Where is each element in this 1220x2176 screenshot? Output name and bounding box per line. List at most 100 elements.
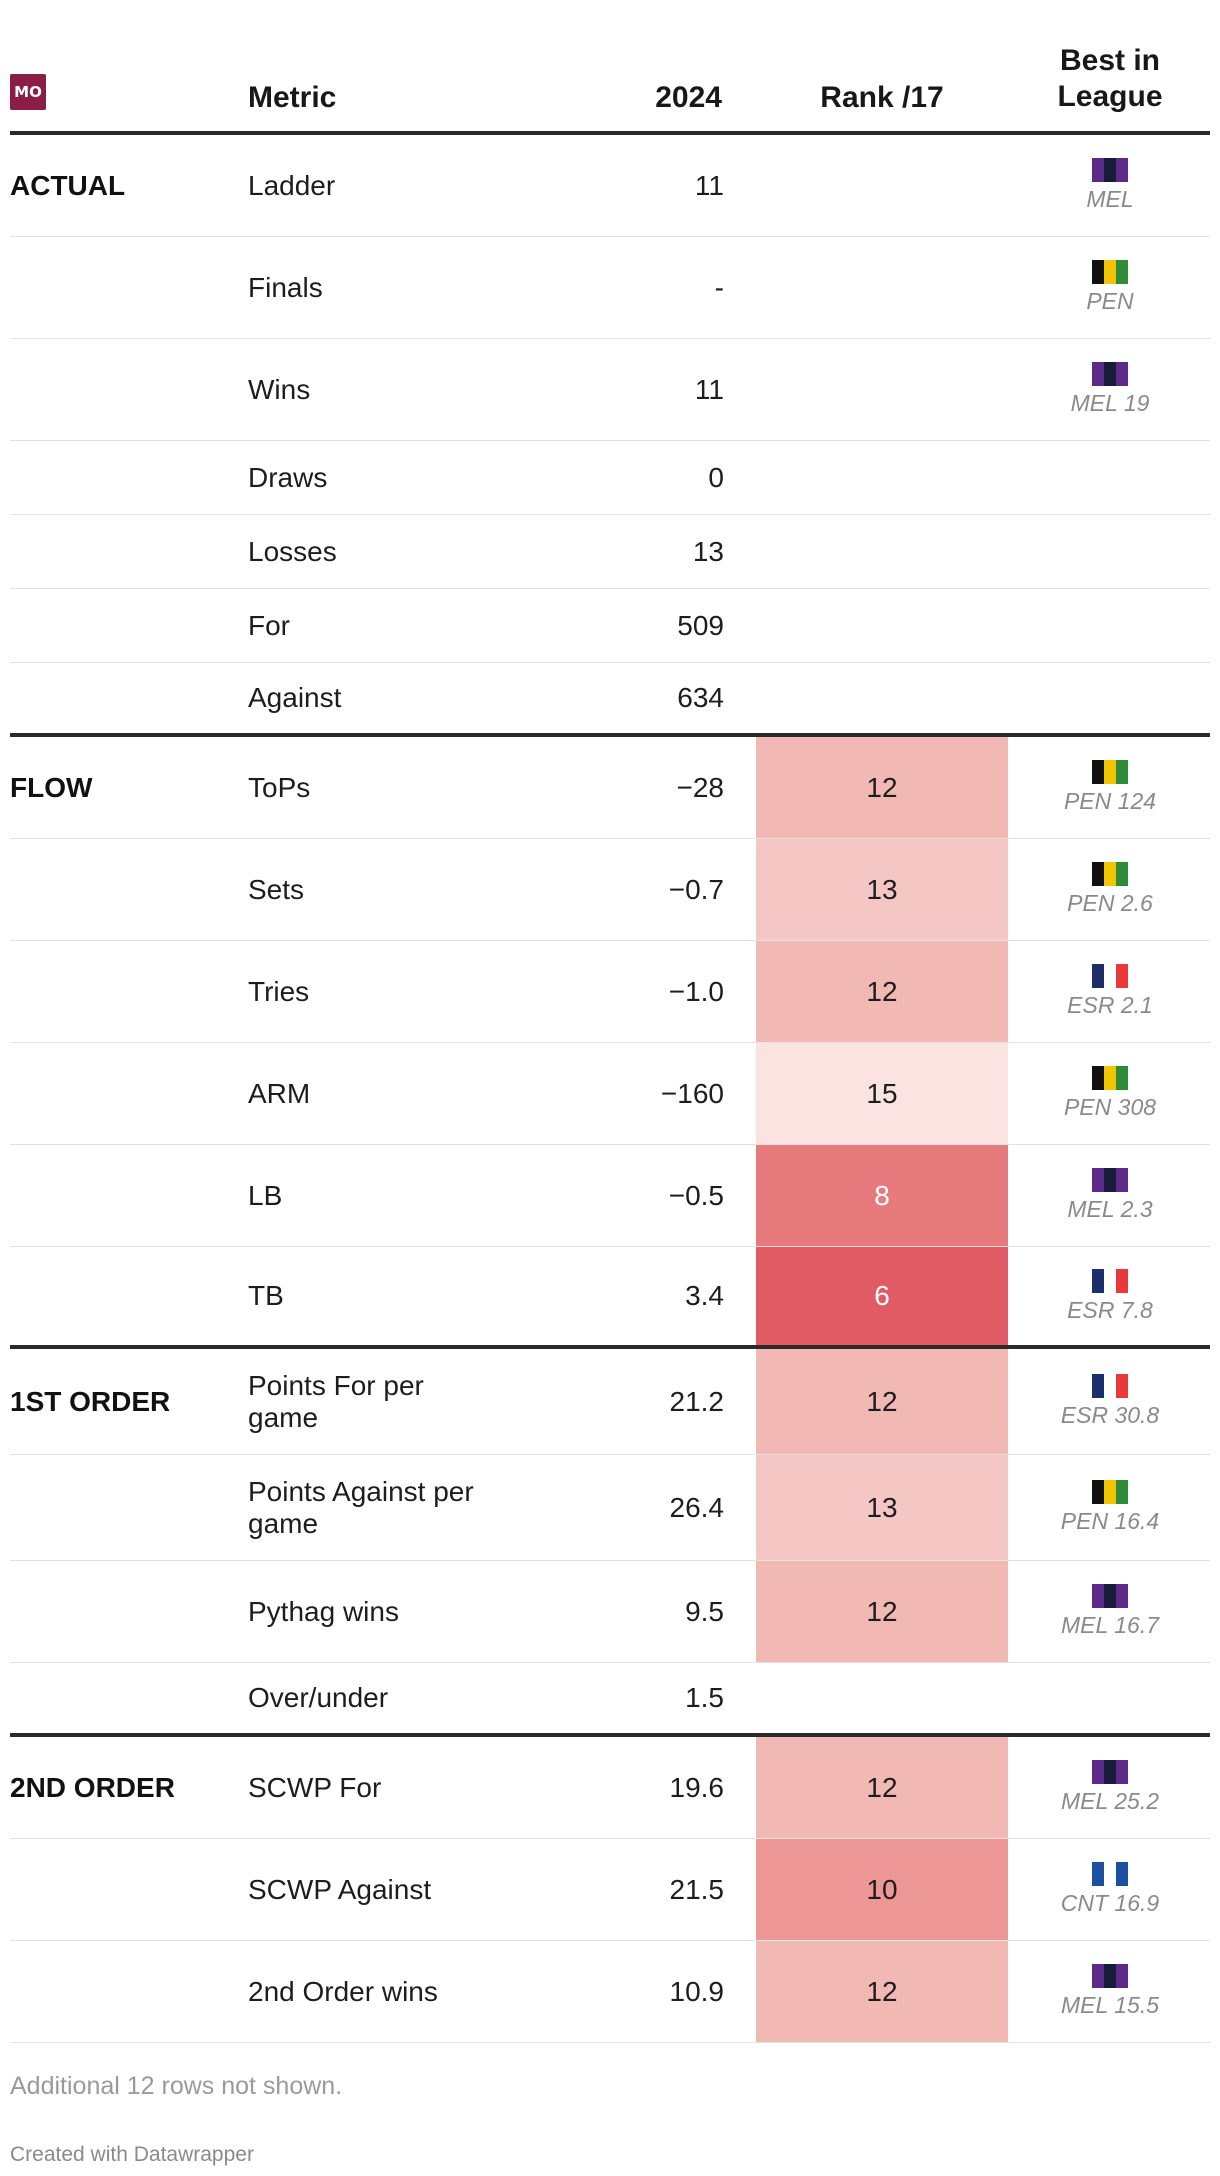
table-row: Draws 0 [10,441,1210,515]
metric-cell: Points For per game [248,1369,424,1433]
group-label [10,1663,240,1733]
table-row: ARM −160 15 PEN 308 [10,1043,1210,1145]
best-in-league-cell: PEN 308 [1010,1043,1210,1144]
rank-cell: 12 [756,1349,1008,1454]
value-cell: - [714,271,724,303]
rank-cell [756,515,1008,588]
metric-cell: SCWP For [248,1771,382,1803]
best-in-league-cell: ESR 7.8 [1010,1247,1210,1345]
best-team-label: PEN [1086,288,1134,314]
table-row: Over/under 1.5 [10,1663,1210,1737]
table-body: ACTUAL Ladder 11 MEL Finals - PEN Wins 11 MEL 19 D… [10,135,1210,2043]
table-row: 2ND ORDER SCWP For 19.6 12 MEL 25.2 [10,1737,1210,1839]
table-row: Against 634 [10,663,1210,737]
metric-cell: Ladder [248,169,336,201]
best-in-league-cell [1010,515,1210,588]
group-label [10,515,240,588]
table-row: ACTUAL Ladder 11 MEL [10,135,1210,237]
group-label [10,441,240,514]
metric-cell: Draws [248,461,328,493]
rank-cell: 12 [756,941,1008,1042]
value-cell: 3.4 [685,1280,724,1311]
best-in-league-cell: PEN 124 [1010,737,1210,838]
best-team-label: ESR 2.1 [1067,992,1153,1018]
metric-cell: Wins [248,373,311,405]
group-label: FLOW [10,771,93,803]
best-team-label: PEN 308 [1063,1094,1157,1120]
team-flag-icon [1092,964,1128,988]
best-in-league-cell [1010,663,1210,733]
best-in-league-cell: MEL 25.2 [1010,1737,1210,1838]
group-label: ACTUAL [10,169,126,201]
group-label [10,1941,240,2042]
rank-cell [756,589,1008,662]
table-row: Finals - PEN [10,237,1210,339]
value-cell: 21.2 [669,1385,725,1417]
value-cell: 13 [692,535,724,567]
best-team-label: MEL 19 [1070,390,1150,416]
best-in-league-cell: PEN 16.4 [1010,1455,1210,1560]
value-cell: 10.9 [669,1975,725,2007]
table-row: FLOW ToPs −28 12 PEN 124 [10,737,1210,839]
best-in-league-cell [1010,1663,1210,1733]
team-flag-icon [1092,1584,1128,1608]
rank-cell: 6 [756,1247,1008,1345]
table-row: Losses 13 [10,515,1210,589]
team-flag-icon [1092,260,1128,284]
table-notes: Additional 12 rows not shown. [10,2072,343,2100]
team-logo: MO [10,74,46,110]
table-header: MO Metric 2024 Rank /17 Best in League [10,40,1210,135]
best-in-league-cell [1010,441,1210,514]
rank-cell [756,663,1008,733]
best-in-league-cell: ESR 2.1 [1010,941,1210,1042]
best-team-label: CNT 16.9 [1060,1890,1160,1916]
group-label [10,1247,240,1345]
rank-cell [756,339,1008,440]
value-cell: 509 [677,609,724,641]
table-row: SCWP Against 21.5 10 CNT 16.9 [10,1839,1210,1941]
rank-cell [756,1663,1008,1733]
value-cell: −28 [676,771,725,803]
group-label [10,589,240,662]
rank-cell [756,237,1008,338]
team-flag-icon [1092,1964,1128,1988]
best-in-league-cell: MEL 2.3 [1010,1145,1210,1246]
best-team-label: ESR 7.8 [1067,1296,1153,1323]
best-in-league-cell: MEL 19 [1010,339,1210,440]
table-row: Tries −1.0 12 ESR 2.1 [10,941,1210,1043]
best-in-league-cell: PEN 2.6 [1010,839,1210,940]
value-cell: 9.5 [685,1595,724,1627]
rank-cell: 12 [756,1941,1008,2042]
rank-cell: 8 [756,1145,1008,1246]
rank-cell: 13 [756,839,1008,940]
metric-cell: 2nd Order wins [248,1975,438,2007]
group-label [10,1455,240,1560]
best-in-league-cell [1010,589,1210,662]
group-label [10,839,240,940]
metric-cell: LB [248,1179,283,1211]
value-cell: −0.7 [668,873,724,905]
column-header-best: Best in League [1057,44,1163,113]
rank-cell: 15 [756,1043,1008,1144]
rank-cell [756,441,1008,514]
metric-cell: Against [248,682,342,713]
team-flag-icon [1092,1374,1128,1398]
value-cell: −1.0 [668,975,724,1007]
metric-cell: TB [248,1280,284,1311]
best-in-league-cell: PEN [1010,237,1210,338]
value-cell: −0.5 [668,1179,724,1211]
table-row: Sets −0.7 13 PEN 2.6 [10,839,1210,941]
metric-cell: Losses [248,535,337,567]
team-flag-icon [1092,1760,1128,1784]
metric-cell: Pythag wins [248,1595,399,1627]
group-label [10,1839,240,1940]
group-label [10,339,240,440]
metric-cell: SCWP Against [248,1873,432,1905]
metric-cell: ToPs [248,771,311,803]
best-team-label: MEL 25.2 [1060,1788,1160,1814]
metric-cell: Finals [248,271,323,303]
team-flag-icon [1092,760,1128,784]
value-cell: 26.4 [669,1491,725,1523]
best-in-league-cell: CNT 16.9 [1010,1839,1210,1940]
